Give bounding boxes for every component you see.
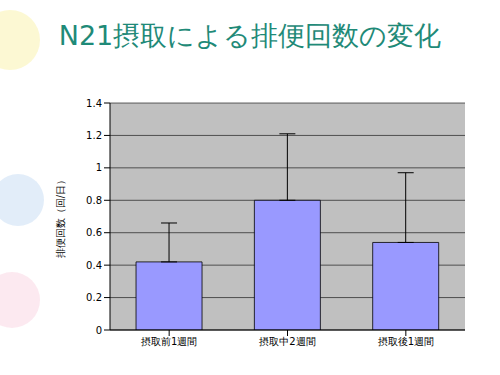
svg-text:0.4: 0.4 — [86, 260, 102, 271]
svg-text:0.8: 0.8 — [86, 195, 102, 206]
svg-text:排便回数（回/日）: 排便回数（回/日） — [55, 175, 66, 258]
svg-text:摂取中2週間: 摂取中2週間 — [259, 336, 315, 347]
svg-text:0.2: 0.2 — [86, 292, 102, 303]
svg-text:1.4: 1.4 — [86, 98, 102, 109]
html-text:N21摂取による排便回数の変化: N21摂取による排便回数の変化 — [58, 20, 442, 51]
svg-text:0.6: 0.6 — [86, 227, 102, 238]
svg-text:摂取後1週間: 摂取後1週間 — [378, 336, 434, 347]
svg-text:1: 1 — [96, 162, 102, 173]
svg-text:0: 0 — [96, 325, 102, 336]
svg-text:1.2: 1.2 — [86, 130, 102, 141]
svg-text:摂取前1週間: 摂取前1週間 — [141, 336, 197, 347]
